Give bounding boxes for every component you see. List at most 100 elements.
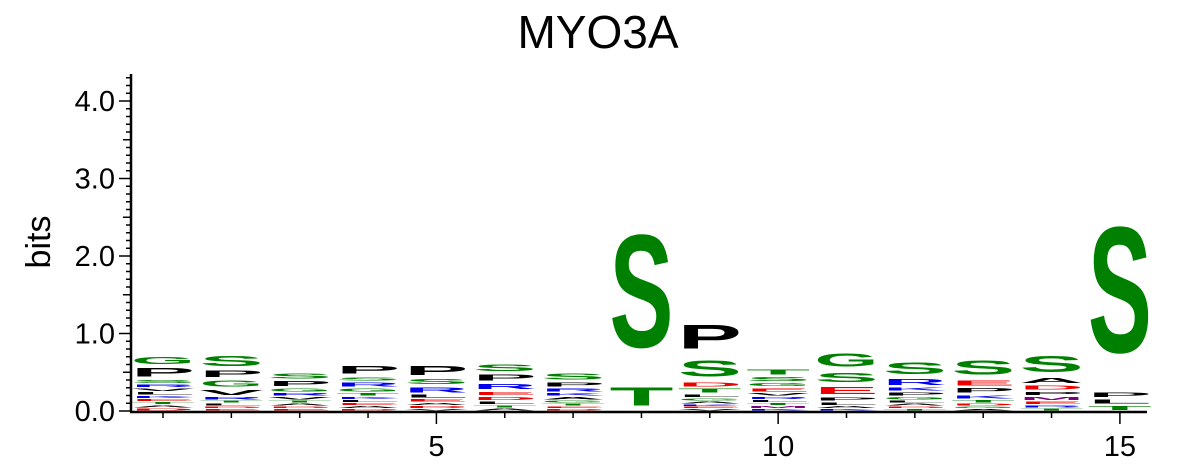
logo-letter: T xyxy=(131,402,195,405)
logo-letter: T xyxy=(951,399,1015,403)
logo-letter: T xyxy=(473,405,537,408)
logo-letter: E xyxy=(131,399,195,402)
y-tick-label: 2.0 xyxy=(75,241,115,273)
logo-letter: G xyxy=(268,388,332,393)
logo-letter: S xyxy=(746,376,810,382)
logo-letter: G xyxy=(541,400,605,403)
logo-letter: P xyxy=(473,373,537,382)
logo-letter: S xyxy=(951,356,1015,379)
logo-letter: R xyxy=(131,384,195,388)
y-tick-label: 4.0 xyxy=(75,86,115,118)
logo-letter: A xyxy=(678,401,742,404)
logo-letter: G xyxy=(746,382,810,387)
logo-letter: P xyxy=(336,364,400,376)
logo-letter: S xyxy=(883,359,947,378)
logo-letter: D xyxy=(199,406,263,408)
logo-letter: S xyxy=(336,376,400,381)
logo-letter: P xyxy=(678,318,742,356)
logo-letter: T xyxy=(883,409,947,411)
logo-letter: S xyxy=(199,353,263,369)
logo-letter: P xyxy=(131,366,195,379)
y-tick-label: 0.0 xyxy=(75,396,115,428)
logo-letter: L xyxy=(678,394,742,398)
logo-letter: S xyxy=(404,378,468,386)
logo-letter: P xyxy=(1088,392,1152,399)
logo-letter: D xyxy=(473,396,537,401)
logo-letter: K xyxy=(746,409,810,411)
logo-letter: E xyxy=(473,391,537,396)
logo-letter: T xyxy=(746,402,810,405)
logo-letter: S xyxy=(473,363,537,373)
logo-letter: M xyxy=(1020,396,1084,401)
logo-letter: R xyxy=(199,396,263,400)
logo-letter: V xyxy=(268,396,332,400)
logo-letter: T xyxy=(541,403,605,406)
logo-letter: E xyxy=(199,409,263,411)
logo-letter: R xyxy=(404,385,468,393)
logo-letter: S xyxy=(131,379,195,384)
logo-letter: K xyxy=(131,396,195,399)
x-tick-label: 10 xyxy=(762,431,794,463)
logo-letter: E xyxy=(541,406,605,408)
chart-title: MYO3A xyxy=(517,6,678,58)
logo-letter: S xyxy=(678,356,742,382)
logo-letter: R xyxy=(746,396,810,399)
logo-letter: E xyxy=(746,387,810,392)
logo-letter: G xyxy=(951,406,1015,408)
logo-letter: L xyxy=(199,403,263,406)
logo-letter: T xyxy=(336,392,400,396)
logo-letter: L xyxy=(1088,399,1152,405)
logo-letter: L xyxy=(814,402,878,406)
axes: 0.0 1.0 2.0 3.0 4.0 5 10 15 xyxy=(75,74,1147,463)
logo-letter: R xyxy=(541,388,605,393)
logo-letter: D xyxy=(1020,385,1084,391)
logo-letter: L xyxy=(883,400,947,403)
logo-letter: L xyxy=(473,401,537,405)
logo-letter: E xyxy=(951,379,1015,387)
y-axis-label: bits xyxy=(20,216,58,269)
logo-letter: D xyxy=(883,406,947,408)
logo-letter: E xyxy=(1020,401,1084,405)
logo-letter: T xyxy=(1020,408,1084,411)
logo-letter: T xyxy=(1088,405,1152,411)
logo-letter: G xyxy=(131,355,195,366)
logo-letter: R xyxy=(268,392,332,396)
logo-letter: K xyxy=(678,404,742,406)
logo-letter: D xyxy=(678,382,742,388)
logo-letter: G xyxy=(199,379,263,388)
logo-letter: A xyxy=(404,402,468,405)
logo-letter: S xyxy=(268,372,332,380)
logo-letter: V xyxy=(131,388,195,392)
logo-letter: E xyxy=(678,406,742,408)
logo-letter: P xyxy=(541,382,605,388)
logo-letter: P xyxy=(815,396,879,401)
logo-letter: S xyxy=(1088,189,1152,391)
logo-letter: E xyxy=(815,385,879,397)
logo-letter: S xyxy=(609,202,673,382)
logo-letter: E xyxy=(404,399,468,403)
logo-letter: P xyxy=(199,369,263,379)
logo-letter: D xyxy=(951,403,1015,406)
logo-letter: E xyxy=(336,403,400,406)
logo-letter: D xyxy=(404,406,468,409)
logo-letter: M xyxy=(746,406,810,409)
logo-letter: D xyxy=(336,409,400,411)
logo-letter: V xyxy=(746,392,810,396)
logo-letter: A xyxy=(268,403,332,406)
logo-letter: A xyxy=(951,409,1015,411)
logo-letter: L xyxy=(746,399,810,402)
logo-letter: A xyxy=(814,406,878,409)
logo-letter: R xyxy=(336,382,400,388)
logo-letter: K xyxy=(336,396,400,399)
logo-letter: V xyxy=(678,409,742,411)
logo-letter: R xyxy=(1020,405,1084,408)
